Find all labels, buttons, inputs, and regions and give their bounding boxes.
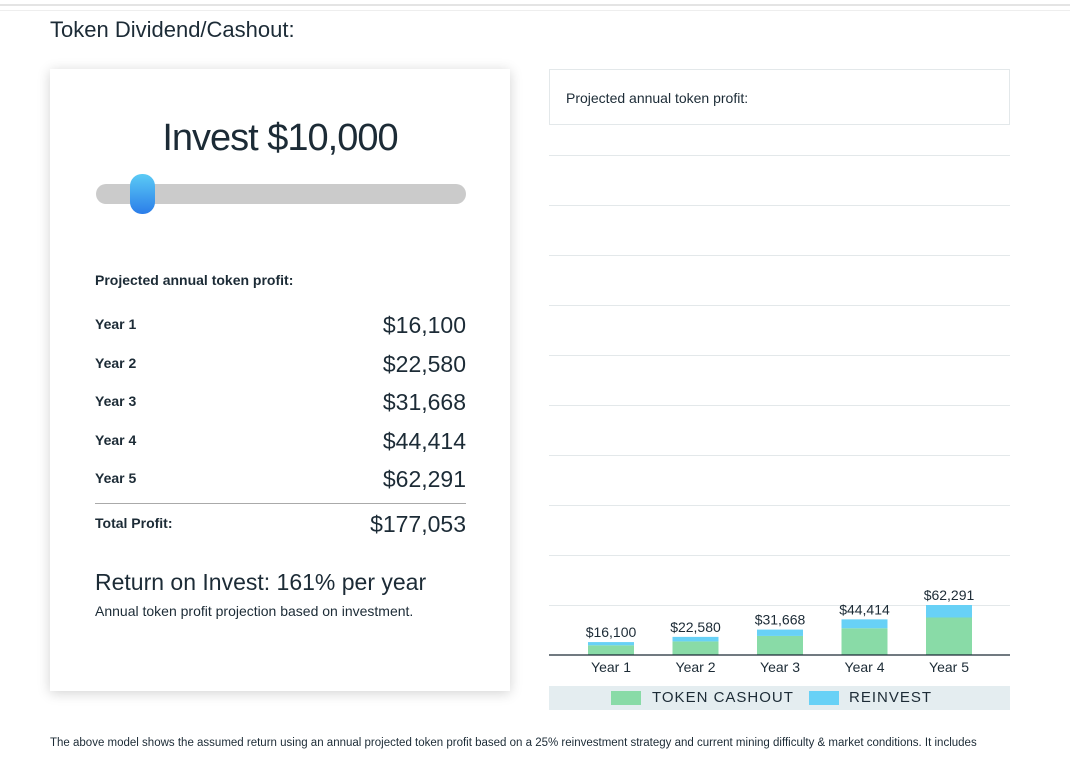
year-value: $62,291 bbox=[382, 466, 466, 492]
year-value: $22,580 bbox=[382, 350, 466, 377]
slider-thumb[interactable] bbox=[130, 174, 156, 214]
data-label: $31,668 bbox=[755, 612, 806, 628]
year-value: $31,668 bbox=[382, 389, 466, 415]
section-title: Token Dividend/Cashout: bbox=[50, 17, 295, 42]
x-tick-label: Year 2 bbox=[676, 659, 716, 675]
bar-reinvest bbox=[841, 619, 888, 629]
roi-note: Annual token profit projection based on … bbox=[95, 603, 414, 619]
bar-reinvest bbox=[588, 642, 634, 646]
gridline bbox=[549, 305, 1010, 306]
bar-reinvest bbox=[757, 629, 803, 636]
year-label: Year 3 bbox=[95, 393, 137, 409]
top-border bbox=[0, 4, 1070, 6]
gridline bbox=[549, 505, 1010, 506]
gridline bbox=[549, 555, 1010, 556]
invest-slider[interactable] bbox=[96, 174, 466, 214]
bar-cashout bbox=[841, 628, 888, 655]
x-tick-label: Year 3 bbox=[760, 659, 800, 675]
gridline bbox=[549, 605, 1010, 606]
x-tick-label: Year 5 bbox=[929, 659, 969, 675]
gridline bbox=[549, 455, 1010, 456]
calculator-card: Invest $10,000 Projected annual token pr… bbox=[50, 69, 510, 691]
year-value: $16,100 bbox=[382, 312, 466, 338]
legend-swatch-cashout bbox=[611, 691, 641, 705]
x-tick-label: Year 4 bbox=[845, 659, 885, 675]
bar-chart: $16,100 Year 1 $22,580 Year 2 $31,668 Year 3 $… bbox=[549, 587, 1010, 675]
top-border-secondary bbox=[0, 10, 1070, 11]
data-label: $22,580 bbox=[670, 619, 721, 635]
gridline bbox=[549, 255, 1010, 256]
chart-title-box: Projected annual token profit: bbox=[549, 69, 1010, 125]
year-label: Year 2 bbox=[95, 354, 137, 371]
gridline bbox=[549, 155, 1010, 156]
bar-cashout bbox=[757, 635, 803, 655]
total-label: Total Profit: bbox=[95, 515, 173, 531]
chart-legend: TOKEN CASHOUT REINVEST bbox=[549, 686, 1010, 710]
legend-label-cashout: TOKEN CASHOUT bbox=[652, 689, 794, 706]
year-value: $44,414 bbox=[382, 427, 466, 454]
gridline bbox=[549, 355, 1010, 356]
data-label: $62,291 bbox=[924, 587, 975, 603]
profit-heading: Projected annual token profit: bbox=[95, 272, 294, 288]
footer-disclaimer: The above model shows the assumed return… bbox=[50, 737, 977, 749]
total-value: $177,053 bbox=[370, 511, 466, 537]
x-tick-label: Year 1 bbox=[591, 659, 631, 675]
year-label: Year 1 bbox=[95, 316, 137, 332]
roi-text: Return on Invest: 161% per year bbox=[95, 569, 427, 595]
legend-label-reinvest: REINVEST bbox=[849, 689, 933, 706]
bar-reinvest bbox=[926, 605, 972, 618]
bar-cashout bbox=[588, 645, 634, 655]
legend-swatch-reinvest bbox=[809, 691, 839, 705]
data-label: $44,414 bbox=[839, 601, 890, 617]
invest-amount: Invest $10,000 bbox=[162, 117, 398, 159]
bar-cashout bbox=[672, 641, 719, 655]
gridline bbox=[549, 205, 1010, 206]
gridline bbox=[549, 405, 1010, 406]
year-label: Year 5 bbox=[95, 470, 137, 486]
chart-title: Projected annual token profit: bbox=[566, 90, 749, 106]
bar-reinvest bbox=[672, 636, 719, 642]
year-label: Year 4 bbox=[95, 431, 137, 448]
divider bbox=[95, 503, 466, 504]
data-label: $16,100 bbox=[586, 624, 637, 640]
bar-cashout bbox=[926, 617, 972, 655]
